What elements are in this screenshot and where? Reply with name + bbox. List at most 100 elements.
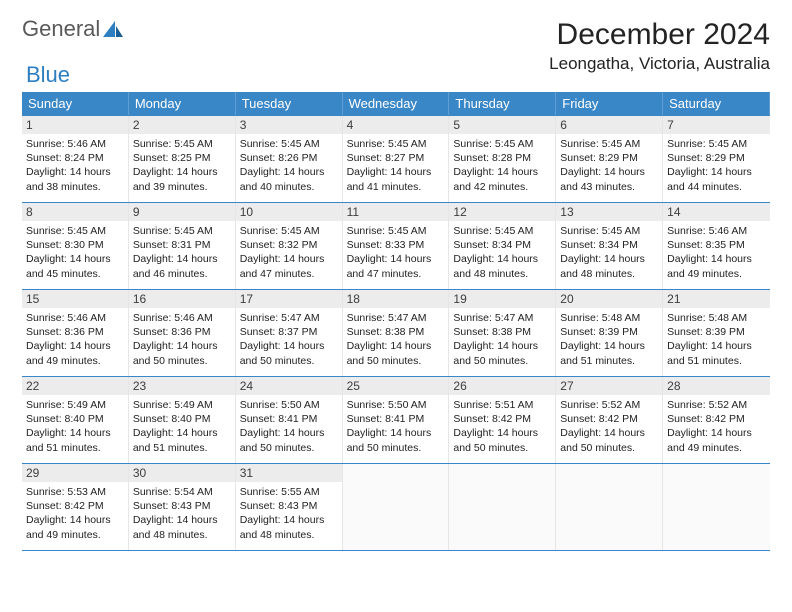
- day-body: Sunrise: 5:45 AMSunset: 8:25 PMDaylight:…: [129, 134, 235, 197]
- day-number: 6: [556, 116, 662, 134]
- day-cell: 6Sunrise: 5:45 AMSunset: 8:29 PMDaylight…: [556, 116, 663, 202]
- day-number: 5: [449, 116, 555, 134]
- calendar-page: General December 2024 Leongatha, Victori…: [0, 0, 792, 551]
- weeks-container: 1Sunrise: 5:46 AMSunset: 8:24 PMDaylight…: [22, 115, 770, 551]
- day-body: Sunrise: 5:50 AMSunset: 8:41 PMDaylight:…: [236, 395, 342, 458]
- day-cell: 31Sunrise: 5:55 AMSunset: 8:43 PMDayligh…: [236, 464, 343, 550]
- week-row: 8Sunrise: 5:45 AMSunset: 8:30 PMDaylight…: [22, 202, 770, 289]
- day-number: 11: [343, 203, 449, 221]
- week-row: 29Sunrise: 5:53 AMSunset: 8:42 PMDayligh…: [22, 463, 770, 551]
- location: Leongatha, Victoria, Australia: [549, 54, 770, 74]
- day-cell: 17Sunrise: 5:47 AMSunset: 8:37 PMDayligh…: [236, 290, 343, 376]
- day-cell: 25Sunrise: 5:50 AMSunset: 8:41 PMDayligh…: [343, 377, 450, 463]
- dow-header: Saturday: [663, 92, 770, 115]
- day-number: 25: [343, 377, 449, 395]
- day-number: 12: [449, 203, 555, 221]
- day-number: 15: [22, 290, 128, 308]
- week-row: 1Sunrise: 5:46 AMSunset: 8:24 PMDaylight…: [22, 115, 770, 202]
- day-body: Sunrise: 5:45 AMSunset: 8:29 PMDaylight:…: [663, 134, 770, 197]
- day-body: Sunrise: 5:49 AMSunset: 8:40 PMDaylight:…: [22, 395, 128, 458]
- dow-header: Tuesday: [236, 92, 343, 115]
- day-body: Sunrise: 5:46 AMSunset: 8:36 PMDaylight:…: [129, 308, 235, 371]
- day-body: Sunrise: 5:45 AMSunset: 8:28 PMDaylight:…: [449, 134, 555, 197]
- empty-cell: [449, 464, 556, 550]
- day-number: 3: [236, 116, 342, 134]
- day-cell: 1Sunrise: 5:46 AMSunset: 8:24 PMDaylight…: [22, 116, 129, 202]
- day-body: Sunrise: 5:47 AMSunset: 8:37 PMDaylight:…: [236, 308, 342, 371]
- day-body: Sunrise: 5:52 AMSunset: 8:42 PMDaylight:…: [663, 395, 770, 458]
- day-number: 18: [343, 290, 449, 308]
- day-cell: 13Sunrise: 5:45 AMSunset: 8:34 PMDayligh…: [556, 203, 663, 289]
- day-cell: 21Sunrise: 5:48 AMSunset: 8:39 PMDayligh…: [663, 290, 770, 376]
- day-number: 14: [663, 203, 770, 221]
- day-number: 13: [556, 203, 662, 221]
- day-cell: 28Sunrise: 5:52 AMSunset: 8:42 PMDayligh…: [663, 377, 770, 463]
- day-cell: 4Sunrise: 5:45 AMSunset: 8:27 PMDaylight…: [343, 116, 450, 202]
- day-body: Sunrise: 5:48 AMSunset: 8:39 PMDaylight:…: [663, 308, 770, 371]
- day-body: Sunrise: 5:46 AMSunset: 8:24 PMDaylight:…: [22, 134, 128, 197]
- logo-sail-icon: [102, 20, 124, 38]
- day-number: 26: [449, 377, 555, 395]
- day-number: 23: [129, 377, 235, 395]
- day-cell: 18Sunrise: 5:47 AMSunset: 8:38 PMDayligh…: [343, 290, 450, 376]
- day-number: 24: [236, 377, 342, 395]
- day-body: Sunrise: 5:52 AMSunset: 8:42 PMDaylight:…: [556, 395, 662, 458]
- day-cell: 24Sunrise: 5:50 AMSunset: 8:41 PMDayligh…: [236, 377, 343, 463]
- day-body: Sunrise: 5:45 AMSunset: 8:33 PMDaylight:…: [343, 221, 449, 284]
- day-body: Sunrise: 5:55 AMSunset: 8:43 PMDaylight:…: [236, 482, 342, 545]
- day-cell: 2Sunrise: 5:45 AMSunset: 8:25 PMDaylight…: [129, 116, 236, 202]
- empty-cell: [556, 464, 663, 550]
- day-body: Sunrise: 5:51 AMSunset: 8:42 PMDaylight:…: [449, 395, 555, 458]
- day-cell: 5Sunrise: 5:45 AMSunset: 8:28 PMDaylight…: [449, 116, 556, 202]
- dow-header: Wednesday: [343, 92, 450, 115]
- day-number: 10: [236, 203, 342, 221]
- day-number: 16: [129, 290, 235, 308]
- dow-header: Thursday: [449, 92, 556, 115]
- day-body: Sunrise: 5:46 AMSunset: 8:36 PMDaylight:…: [22, 308, 128, 371]
- day-cell: 15Sunrise: 5:46 AMSunset: 8:36 PMDayligh…: [22, 290, 129, 376]
- day-cell: 12Sunrise: 5:45 AMSunset: 8:34 PMDayligh…: [449, 203, 556, 289]
- calendar: SundayMondayTuesdayWednesdayThursdayFrid…: [22, 92, 770, 551]
- day-body: Sunrise: 5:54 AMSunset: 8:43 PMDaylight:…: [129, 482, 235, 545]
- day-cell: 3Sunrise: 5:45 AMSunset: 8:26 PMDaylight…: [236, 116, 343, 202]
- day-cell: 27Sunrise: 5:52 AMSunset: 8:42 PMDayligh…: [556, 377, 663, 463]
- title-block: December 2024 Leongatha, Victoria, Austr…: [549, 18, 770, 74]
- empty-cell: [343, 464, 450, 550]
- day-body: Sunrise: 5:46 AMSunset: 8:35 PMDaylight:…: [663, 221, 770, 284]
- day-body: Sunrise: 5:45 AMSunset: 8:34 PMDaylight:…: [449, 221, 555, 284]
- day-body: Sunrise: 5:45 AMSunset: 8:34 PMDaylight:…: [556, 221, 662, 284]
- day-number: 27: [556, 377, 662, 395]
- day-cell: 7Sunrise: 5:45 AMSunset: 8:29 PMDaylight…: [663, 116, 770, 202]
- day-body: Sunrise: 5:48 AMSunset: 8:39 PMDaylight:…: [556, 308, 662, 371]
- logo-word1: General: [22, 18, 100, 40]
- day-body: Sunrise: 5:50 AMSunset: 8:41 PMDaylight:…: [343, 395, 449, 458]
- day-body: Sunrise: 5:45 AMSunset: 8:31 PMDaylight:…: [129, 221, 235, 284]
- day-cell: 22Sunrise: 5:49 AMSunset: 8:40 PMDayligh…: [22, 377, 129, 463]
- day-number: 22: [22, 377, 128, 395]
- day-body: Sunrise: 5:49 AMSunset: 8:40 PMDaylight:…: [129, 395, 235, 458]
- week-row: 15Sunrise: 5:46 AMSunset: 8:36 PMDayligh…: [22, 289, 770, 376]
- day-cell: 19Sunrise: 5:47 AMSunset: 8:38 PMDayligh…: [449, 290, 556, 376]
- week-row: 22Sunrise: 5:49 AMSunset: 8:40 PMDayligh…: [22, 376, 770, 463]
- day-number: 31: [236, 464, 342, 482]
- day-cell: 9Sunrise: 5:45 AMSunset: 8:31 PMDaylight…: [129, 203, 236, 289]
- month-title: December 2024: [549, 18, 770, 52]
- day-cell: 26Sunrise: 5:51 AMSunset: 8:42 PMDayligh…: [449, 377, 556, 463]
- day-number: 21: [663, 290, 770, 308]
- day-number: 28: [663, 377, 770, 395]
- day-cell: 11Sunrise: 5:45 AMSunset: 8:33 PMDayligh…: [343, 203, 450, 289]
- day-number: 20: [556, 290, 662, 308]
- day-number: 19: [449, 290, 555, 308]
- dow-header: Monday: [129, 92, 236, 115]
- day-number: 9: [129, 203, 235, 221]
- day-cell: 20Sunrise: 5:48 AMSunset: 8:39 PMDayligh…: [556, 290, 663, 376]
- day-body: Sunrise: 5:47 AMSunset: 8:38 PMDaylight:…: [449, 308, 555, 371]
- day-number: 2: [129, 116, 235, 134]
- day-number: 29: [22, 464, 128, 482]
- day-body: Sunrise: 5:45 AMSunset: 8:26 PMDaylight:…: [236, 134, 342, 197]
- day-body: Sunrise: 5:45 AMSunset: 8:30 PMDaylight:…: [22, 221, 128, 284]
- day-cell: 29Sunrise: 5:53 AMSunset: 8:42 PMDayligh…: [22, 464, 129, 550]
- day-cell: 8Sunrise: 5:45 AMSunset: 8:30 PMDaylight…: [22, 203, 129, 289]
- day-body: Sunrise: 5:45 AMSunset: 8:32 PMDaylight:…: [236, 221, 342, 284]
- day-body: Sunrise: 5:53 AMSunset: 8:42 PMDaylight:…: [22, 482, 128, 545]
